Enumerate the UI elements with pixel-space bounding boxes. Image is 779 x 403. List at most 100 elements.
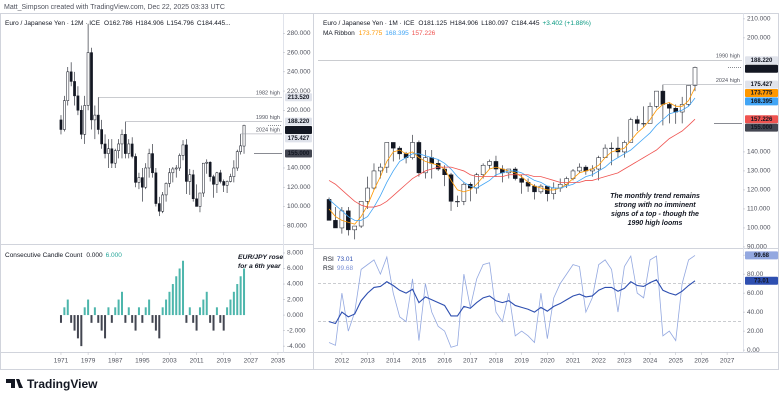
x-tick-label: 2022 [591, 358, 606, 365]
y-tick-label: 0.00 [747, 347, 760, 354]
count-bar [236, 284, 239, 316]
candle-body [120, 134, 124, 145]
x-tick-label: 1971 [54, 358, 69, 365]
y-tick-label: 140.000 [287, 165, 311, 172]
ma-line [328, 97, 696, 221]
ma-value: 168.395 [385, 30, 409, 37]
x-tick-label: 2019 [514, 358, 529, 365]
candle-body [487, 161, 492, 166]
count-legend: Consecutive Candle Count 0.000 6.000 [5, 252, 122, 259]
count-bar [151, 315, 154, 323]
price-label-box [285, 93, 312, 102]
price-label: 184.445 [288, 128, 310, 134]
indicator-title: Consecutive Candle Count [5, 252, 83, 259]
x-tick-label: 2026 [694, 358, 709, 365]
x-tick-label: 2021 [566, 358, 581, 365]
level-name: 2024 high [716, 78, 740, 84]
candle-body [76, 95, 80, 111]
x-tick-label: 2019 [216, 358, 231, 365]
candle-body [174, 167, 178, 170]
price-label: 184.445 [751, 66, 773, 72]
ma-line [328, 87, 696, 225]
y-tick-label: 4.000 [287, 281, 304, 288]
count-bar [243, 268, 246, 316]
candle-body [100, 129, 104, 145]
candle-body [147, 153, 151, 169]
level-name: 1990 high [716, 54, 740, 60]
price-label: 175.427 [288, 136, 310, 142]
candle-body [113, 150, 117, 164]
candle-body [390, 142, 396, 149]
candle-body [423, 157, 428, 174]
candle-body [647, 106, 653, 124]
price-label-box [745, 251, 778, 260]
indicator-value: 0.000 [86, 252, 103, 259]
candle-body [191, 174, 195, 200]
x-tick-label: 2014 [386, 358, 401, 365]
price-label: 213.520 [288, 95, 310, 101]
x-tick-label: 2035 [271, 358, 286, 365]
rsi-line [328, 279, 696, 325]
y-tick-label: 240.000 [287, 69, 311, 76]
count-bar [185, 315, 188, 323]
rsi-line [328, 254, 696, 348]
candle-body [164, 183, 168, 196]
attribution: Matt_Simpson created with TradingView.co… [4, 4, 225, 11]
rsi-legend: RSI 99.68 [323, 265, 353, 272]
candle-body [679, 104, 685, 113]
count-bar [161, 307, 164, 316]
candle-body [242, 124, 246, 147]
count-bar [73, 315, 76, 331]
ma-title: MA Ribbon [323, 30, 355, 37]
count-bar [114, 307, 117, 316]
price-label-box [745, 64, 778, 73]
price-label-box [745, 123, 778, 132]
chart-title: Euro / Japanese Yen · 1M · ICE [323, 20, 415, 27]
candle-body [151, 153, 154, 174]
candle-body [384, 142, 390, 168]
candle-body [69, 71, 73, 82]
ohlc-high: H184.906 [136, 20, 165, 27]
candle-body [538, 185, 544, 193]
candle-body [622, 142, 627, 153]
x-tick-label: 2023 [617, 358, 632, 365]
candle-body [110, 148, 114, 164]
candle-body [181, 144, 185, 156]
candle-body [225, 181, 229, 186]
annotation: strong with no imminent [614, 202, 696, 209]
count-bar [66, 299, 69, 316]
candle-body [365, 187, 370, 202]
candle-body [198, 192, 202, 207]
annotation: for a 6th year [238, 263, 281, 270]
candle-body [79, 110, 83, 135]
ohlc-open: O181.125 [418, 20, 447, 27]
x-tick-label: 2012 [335, 358, 350, 365]
candle-body [212, 176, 215, 185]
price-label: 157.226 [751, 117, 773, 123]
ma-line [328, 118, 696, 208]
count-bar [70, 315, 73, 323]
candle-body [410, 142, 415, 158]
candle-body [239, 145, 242, 152]
price-label: 155.000 [751, 125, 773, 131]
x-tick-label: 2020 [540, 358, 555, 365]
price-label: 155.000 [288, 151, 310, 157]
candle-body [96, 114, 100, 130]
price-label: 168.395 [751, 99, 773, 105]
count-bar [148, 299, 151, 316]
candle-body [352, 225, 357, 231]
candle-body [195, 198, 198, 207]
rsi-legend: RSI 73.01 [323, 256, 353, 263]
candle-body [124, 134, 127, 154]
count-bar [87, 299, 90, 316]
count-bar [134, 315, 137, 331]
candle-body [83, 105, 87, 135]
x-tick-label: 1995 [135, 358, 150, 365]
candle-body [205, 161, 209, 164]
count-bar [141, 315, 144, 323]
candle-body [188, 174, 192, 182]
x-tick-label: 2011 [190, 358, 204, 365]
x-tick-label: 2025 [669, 358, 684, 365]
count-bar [239, 276, 242, 316]
